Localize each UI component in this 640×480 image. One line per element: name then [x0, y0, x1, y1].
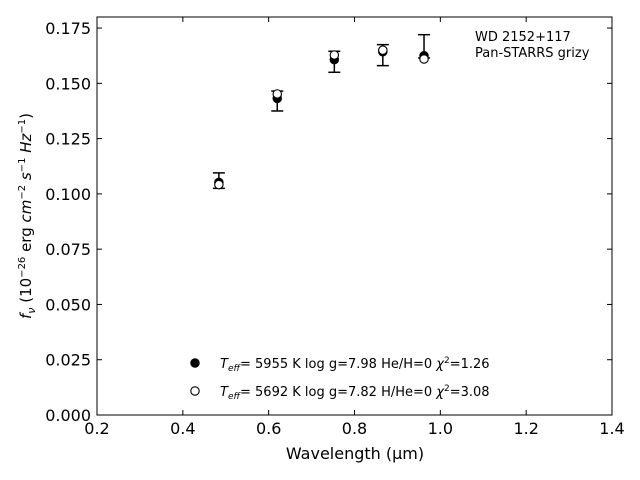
- legend-entry-label: Teff= 5955 K log g=7.98 He/H=0 χ2=1.26: [220, 356, 490, 374]
- x-tick-label: 1.2: [513, 419, 538, 438]
- data-layer: [212, 33, 431, 190]
- x-tick-label: 1.0: [428, 419, 453, 438]
- model-point-open: [419, 54, 429, 64]
- x-tick-label: 1.4: [599, 419, 624, 438]
- plot-frame: [96, 16, 613, 416]
- legend-entry-label: Teff= 5692 K log g=7.82 H/He=0 χ2=3.08: [220, 384, 490, 402]
- axis-ticks: 0.2 0.4 0.6 0.8 1.0 1.2 1.4 0.000 0.025 0.050 0.07…: [45, 17, 625, 438]
- y-tick-label: 0.025: [45, 351, 91, 370]
- x-tick-label: 0.2: [84, 419, 109, 438]
- y-tick-label: 0.050: [45, 295, 91, 314]
- y-axis-label: fν (10−26 erg cm−2 s−1 Hz−1): [17, 113, 38, 319]
- model-point-open: [329, 50, 340, 60]
- model-point-open: [272, 89, 282, 99]
- legend: Teff= 5955 K log g=7.98 He/H=0 χ2=1.26 Te…: [190, 356, 490, 402]
- x-tick-label: 0.6: [256, 419, 281, 438]
- model-point-open: [214, 179, 224, 190]
- legend-marker-filled: [190, 358, 200, 368]
- y-tick-label: 0.100: [45, 185, 91, 204]
- x-tick-label: 0.8: [342, 419, 367, 438]
- legend-marker-open: [190, 386, 200, 396]
- x-axis-label: Wavelength (μm): [286, 444, 424, 463]
- y-tick-label: 0.125: [45, 130, 91, 149]
- y-tick-label: 0.150: [45, 74, 91, 93]
- model-point-open: [378, 45, 388, 55]
- y-tick-label: 0.000: [45, 406, 91, 425]
- annotation-object-name: WD 2152+117: [475, 30, 571, 45]
- y-tick-label: 0.075: [45, 240, 91, 259]
- y-tick-label: 0.175: [45, 19, 91, 38]
- annotation-survey-name: Pan-STARRS grizy: [475, 46, 590, 61]
- x-tick-label: 0.4: [170, 419, 195, 438]
